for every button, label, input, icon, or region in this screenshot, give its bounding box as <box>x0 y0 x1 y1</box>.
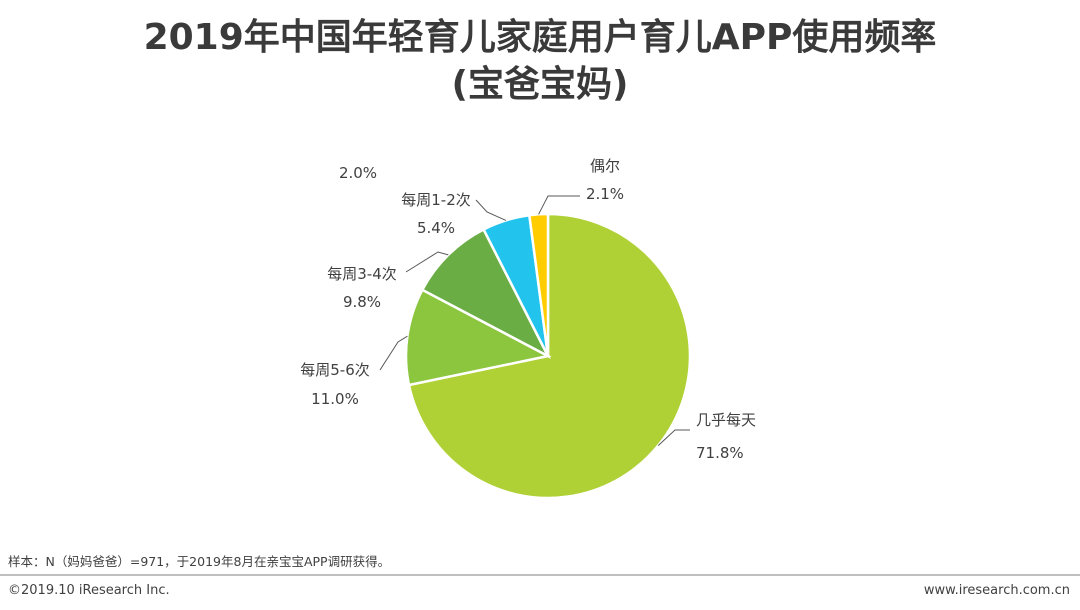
pie-slices <box>404 212 692 500</box>
sample-note: 样本：N（妈妈爸爸）=971，于2019年8月在亲宝宝APP调研获得。 <box>8 554 391 569</box>
slice-label-3: 每周1-2次 <box>401 191 471 209</box>
leader-line-1 <box>379 335 408 371</box>
leader-line-4 <box>538 195 580 215</box>
leader-line-0 <box>657 429 690 446</box>
slice-label-1: 每周5-6次 <box>300 361 370 379</box>
chart-title: 2019年中国年轻育儿家庭用户育儿APP使用频率 (宝爸宝妈) <box>0 14 1080 108</box>
slice-value-0: 71.8% <box>696 444 744 462</box>
leader-line-3 <box>475 199 507 221</box>
footer-divider <box>0 574 1080 576</box>
chart-title-line-1: 2019年中国年轻育儿家庭用户育儿APP使用频率 <box>143 17 937 58</box>
slice-value-4: 2.1% <box>586 185 624 203</box>
leader-line-2 <box>405 251 449 273</box>
website-link[interactable]: www.iresearch.com.cn <box>923 583 1070 598</box>
slice-label-4: 偶尔 <box>590 157 620 175</box>
slice-value-1: 11.0% <box>311 390 359 408</box>
chart-title-line-2: (宝爸宝妈) <box>451 64 629 105</box>
slice-label-0: 几乎每天 <box>696 411 756 429</box>
slice-label-2: 每周3-4次 <box>327 265 397 283</box>
slice-labels: 几乎每天 71.8% 每周5-6次 11.0% 每周3-4次 9.8% 每周1-2次 5.4%… <box>300 157 756 462</box>
pie-slice-2 <box>420 227 551 359</box>
leader-lines <box>379 195 690 446</box>
unlabeled-value-label: 2.0% <box>339 164 377 182</box>
copyright-text: ©2019.10 iResearch Inc. <box>8 583 170 598</box>
slice-value-3: 5.4% <box>417 219 455 237</box>
slice-value-2: 9.8% <box>343 293 381 311</box>
